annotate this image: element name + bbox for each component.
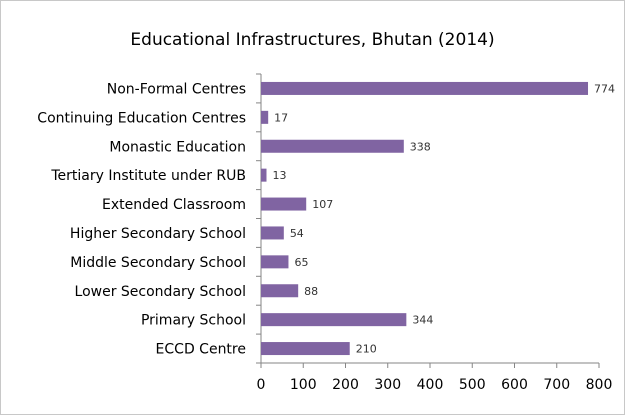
- value-label: 338: [410, 140, 431, 153]
- value-label: 774: [594, 82, 615, 95]
- category-label: Continuing Education Centres: [37, 110, 246, 126]
- x-tick-label: 500: [459, 377, 486, 393]
- x-tick-label: 100: [290, 377, 317, 393]
- value-label: 344: [412, 314, 433, 327]
- bar: [261, 313, 407, 327]
- category-label: Monastic Education: [109, 139, 246, 155]
- x-tick-label: 0: [257, 377, 266, 393]
- bar: [261, 110, 269, 124]
- bar: [261, 255, 289, 269]
- bar: [261, 197, 307, 211]
- value-label: 88: [304, 285, 318, 298]
- category-label: Tertiary Institute under RUB: [50, 168, 246, 184]
- x-tick-label: 300: [374, 377, 401, 393]
- category-label: Non-Formal Centres: [107, 81, 246, 97]
- value-label: 210: [356, 343, 377, 356]
- x-tick-label: 400: [417, 377, 444, 393]
- value-label: 13: [272, 169, 286, 182]
- x-tick-label: 600: [501, 377, 528, 393]
- value-label: 17: [274, 111, 288, 124]
- value-label: 54: [290, 227, 304, 240]
- bar: [261, 81, 589, 95]
- x-tick-label: 800: [586, 377, 613, 393]
- category-label: Middle Secondary School: [70, 255, 246, 271]
- category-label: ECCD Centre: [156, 342, 246, 358]
- value-label: 107: [312, 198, 333, 211]
- category-label: Primary School: [141, 313, 246, 329]
- bar: [261, 342, 350, 356]
- category-label: Higher Secondary School: [70, 226, 246, 242]
- bar: [261, 226, 284, 240]
- bar: [261, 284, 299, 298]
- chart-title: Educational Infrastructures, Bhutan (201…: [130, 30, 495, 50]
- x-tick-label: 700: [543, 377, 570, 393]
- category-label: Lower Secondary School: [75, 284, 246, 300]
- x-tick-label: 200: [332, 377, 359, 393]
- value-label: 65: [294, 256, 308, 269]
- bar: [261, 139, 404, 153]
- bar: [261, 168, 267, 182]
- category-label: Extended Classroom: [102, 197, 246, 213]
